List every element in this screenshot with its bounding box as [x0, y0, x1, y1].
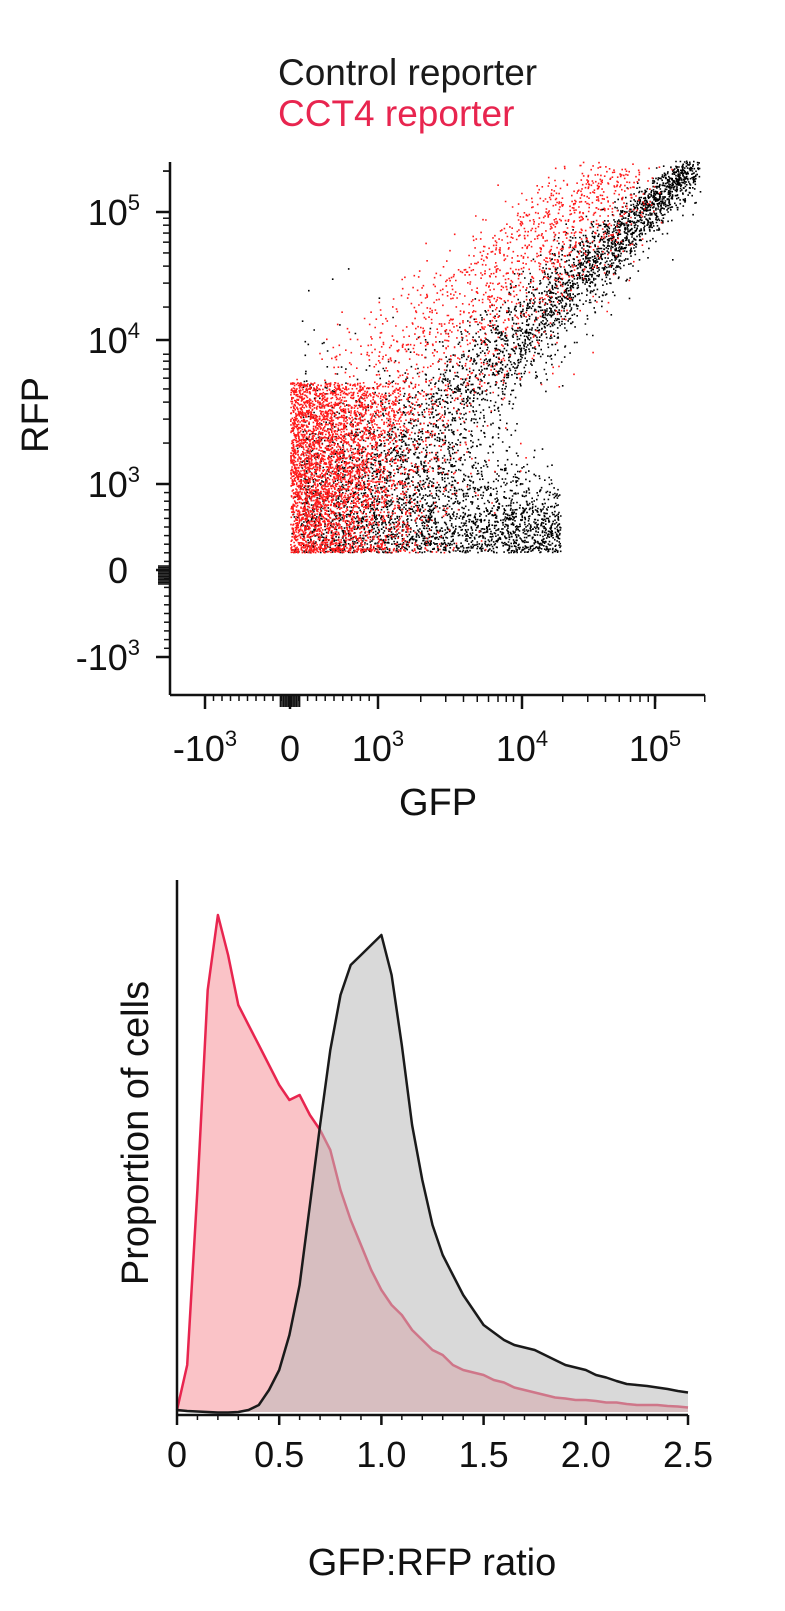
histogram-areas	[175, 913, 689, 1414]
histogram-y-axis-title: Proportion of cells	[115, 981, 157, 1285]
control-reporter-points-marks	[291, 160, 702, 554]
legend-control-reporter: Control reporter	[278, 52, 538, 93]
legend-cct4-reporter: CCT4 reporter	[278, 93, 515, 135]
control-reporter-line	[176, 933, 689, 1414]
cct4-reporter-low-points	[290, 382, 507, 554]
scatter-x-tick-label: 105	[629, 726, 681, 769]
scatter-x-tick-labels: -103 0 103 104 105	[173, 726, 681, 769]
control-reporter-area	[177, 935, 688, 1413]
histogram-x-tick-label: 0	[167, 1434, 187, 1475]
scatter-y-tick-label: 0	[108, 550, 128, 591]
legend: Control reporter CCT4 reporter	[278, 52, 537, 135]
control-reporter-points	[291, 160, 702, 554]
cct4-reporter-area	[177, 915, 688, 1412]
histogram-axes	[175, 880, 690, 1425]
cct4-reporter-low-points-marks	[290, 382, 507, 554]
scatter-x-tick-label: 104	[496, 726, 548, 769]
histogram-x-tick-label: 1.0	[356, 1434, 406, 1475]
scatter-y-tick-label: 103	[88, 462, 140, 505]
scatter-x-tick-label: 0	[280, 728, 300, 769]
scatter-y-tick-label: 104	[88, 318, 140, 361]
scatter-axes	[156, 162, 706, 709]
histogram-x-tick-label: 2.0	[561, 1434, 611, 1475]
scatter-points	[290, 160, 702, 554]
scatter-y-tick-label: 105	[88, 190, 140, 233]
scatter-x-axis-title: GFP	[399, 782, 477, 824]
scatter-y-axis-title: RFP	[15, 377, 57, 453]
scatter-plot: -103 0 103 104 105 105 104 103 0 -103 GFP RFP	[15, 160, 706, 824]
scatter-y-tick-labels: 105 104 103 0 -103	[76, 190, 140, 678]
histogram-x-tick-label: 2.5	[663, 1434, 713, 1475]
scatter-x-tick-label: -103	[173, 726, 237, 769]
histogram-x-axis-title: GFP:RFP ratio	[308, 1542, 556, 1584]
cct4-reporter-line	[175, 913, 689, 1411]
histogram-x-tick-labels: 0 0.5 1.0 1.5 2.0 2.5	[167, 1434, 713, 1475]
scatter-x-tick-label: 103	[352, 726, 404, 769]
scatter-y-tick-label: -103	[76, 635, 140, 678]
histogram-x-tick-label: 0.5	[254, 1434, 304, 1475]
histogram-x-tick-label: 1.5	[459, 1434, 509, 1475]
